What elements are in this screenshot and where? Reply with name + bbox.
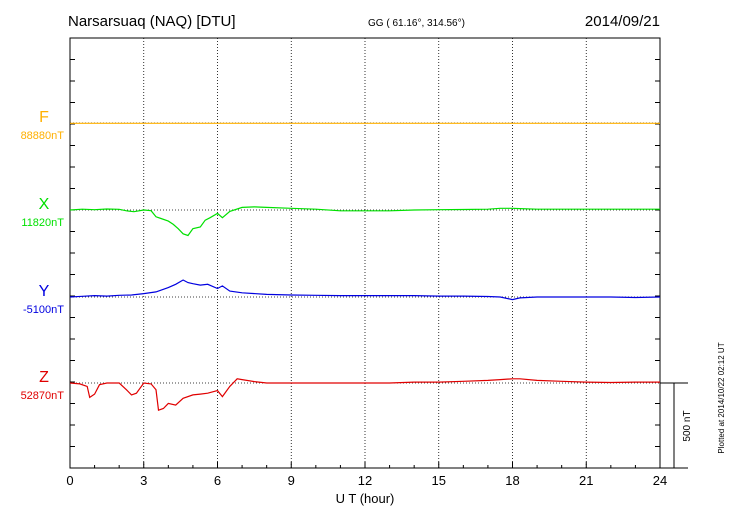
series-f-name: F xyxy=(39,109,49,126)
series-lines xyxy=(69,122,661,412)
series-y-name: Y xyxy=(39,283,50,300)
scale-bar: 500 nT xyxy=(660,382,693,469)
series-z-line xyxy=(69,378,660,412)
x-tick-label-6: 6 xyxy=(214,473,221,488)
series-x-name: X xyxy=(39,196,50,213)
x-tick-label-0: 0 xyxy=(66,473,73,488)
x-tick-label-24: 24 xyxy=(653,473,667,488)
series-x-line xyxy=(69,206,660,237)
series-z-baseline-label: 52870nT xyxy=(21,390,65,402)
series-y-baseline-label: -5100nT xyxy=(23,304,64,316)
y-ticks xyxy=(70,59,660,447)
series-z-name: Z xyxy=(39,369,49,386)
x-tick-label-18: 18 xyxy=(505,473,519,488)
x-ticks: 0 3 6 9 12 15 18 21 24 xyxy=(66,462,667,488)
coordinates-label: GG ( 61.16°, 314.56°) xyxy=(368,18,465,29)
series-x-baseline-label: 11820nT xyxy=(21,217,64,229)
plotted-timestamp: Plotted at 2014/10/22 02:12 UT xyxy=(717,342,726,453)
x-tick-label-9: 9 xyxy=(288,473,295,488)
series-labels: F 88880nT X 11820nT Y -5100nT Z 52870nT xyxy=(21,109,65,402)
plot-frame xyxy=(69,37,661,469)
scale-bar-label: 500 nT xyxy=(682,410,693,441)
series-f-baseline-label: 88880nT xyxy=(21,130,65,142)
series-y-line xyxy=(69,279,661,301)
x-tick-label-12: 12 xyxy=(358,473,372,488)
x-tick-label-3: 3 xyxy=(140,473,147,488)
station-title: Narsarsuaq (NAQ) [DTU] xyxy=(68,13,236,30)
x-axis-label: U T (hour) xyxy=(336,491,395,506)
x-tick-label-21: 21 xyxy=(579,473,593,488)
date-label: 2014/09/21 xyxy=(585,13,660,30)
grid-lines xyxy=(143,38,587,468)
x-tick-label-15: 15 xyxy=(432,473,446,488)
